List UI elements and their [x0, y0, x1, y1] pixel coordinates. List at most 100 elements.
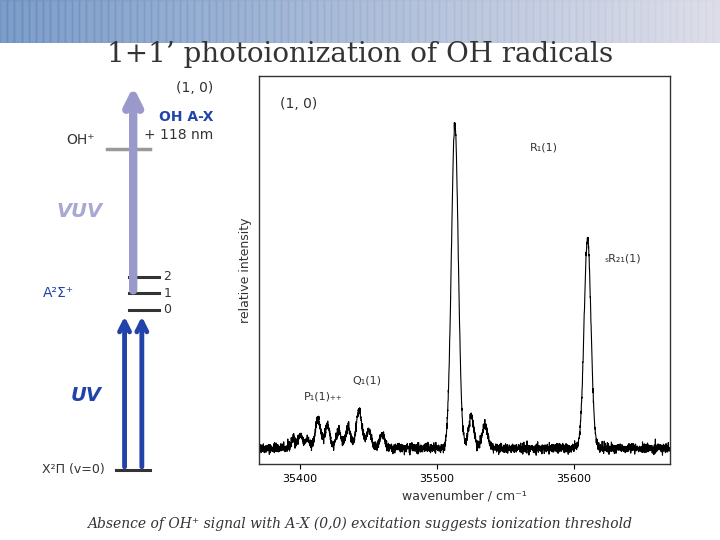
Bar [302, 0, 310, 43]
Bar [511, 0, 518, 43]
Bar [475, 0, 482, 43]
Bar [698, 0, 706, 43]
Text: Q₁(1): Q₁(1) [352, 375, 381, 386]
Text: 1+1’ photoionization of OH radicals: 1+1’ photoionization of OH radicals [107, 40, 613, 68]
Bar [317, 0, 324, 43]
Bar [331, 0, 338, 43]
Bar [540, 0, 547, 43]
Bar [461, 0, 468, 43]
Bar [22, 0, 29, 43]
Bar [108, 0, 115, 43]
Bar [562, 0, 569, 43]
Bar [684, 0, 691, 43]
Bar [360, 0, 367, 43]
Text: OH⁺: OH⁺ [66, 133, 94, 147]
Bar [94, 0, 101, 43]
Bar [295, 0, 302, 43]
Bar [72, 0, 79, 43]
Text: (1, 0): (1, 0) [279, 97, 317, 111]
Bar [338, 0, 346, 43]
Bar [497, 0, 504, 43]
Bar [288, 0, 295, 43]
Bar [310, 0, 317, 43]
Bar [58, 0, 65, 43]
Y-axis label: relative intensity: relative intensity [239, 217, 252, 323]
Bar [14, 0, 22, 43]
Bar [194, 0, 202, 43]
Text: R₁(1): R₁(1) [530, 142, 558, 152]
Bar [230, 0, 238, 43]
Bar [65, 0, 72, 43]
Bar [662, 0, 670, 43]
Text: ₛR₂₁(1): ₛR₂₁(1) [604, 254, 641, 264]
Bar [346, 0, 353, 43]
Bar [396, 0, 403, 43]
Text: + 118 nm: + 118 nm [144, 128, 213, 142]
Bar [209, 0, 216, 43]
Bar [454, 0, 461, 43]
Bar [648, 0, 655, 43]
Bar [151, 0, 158, 43]
Text: 0: 0 [163, 303, 171, 316]
Bar [144, 0, 151, 43]
Bar [655, 0, 662, 43]
Bar [518, 0, 526, 43]
Bar [670, 0, 677, 43]
Bar [425, 0, 432, 43]
Text: VUV: VUV [56, 201, 102, 220]
Bar [274, 0, 281, 43]
Bar [353, 0, 360, 43]
Bar [547, 0, 554, 43]
Bar [634, 0, 641, 43]
Text: A²Σ⁺: A²Σ⁺ [42, 286, 73, 300]
Bar [389, 0, 396, 43]
Bar [583, 0, 590, 43]
Bar [259, 0, 266, 43]
Bar [554, 0, 562, 43]
Bar [50, 0, 58, 43]
Bar [0, 0, 7, 43]
Bar [166, 0, 173, 43]
X-axis label: wavenumber / cm⁻¹: wavenumber / cm⁻¹ [402, 490, 527, 503]
Bar [43, 0, 50, 43]
Bar [468, 0, 475, 43]
Bar [173, 0, 180, 43]
Bar [590, 0, 598, 43]
Bar [266, 0, 274, 43]
Bar [115, 0, 122, 43]
Bar [86, 0, 94, 43]
Text: P₁(1)₊₊: P₁(1)₊₊ [305, 392, 343, 402]
Bar [130, 0, 137, 43]
Bar [223, 0, 230, 43]
Bar [7, 0, 14, 43]
Text: 2: 2 [163, 270, 171, 283]
Bar [482, 0, 490, 43]
Text: 1: 1 [163, 287, 171, 300]
Text: UV: UV [70, 386, 102, 405]
Bar [526, 0, 533, 43]
Bar [29, 0, 36, 43]
Bar [216, 0, 223, 43]
Bar [677, 0, 684, 43]
Bar [410, 0, 418, 43]
Bar [252, 0, 259, 43]
Bar [706, 0, 713, 43]
Text: OH A-X: OH A-X [158, 110, 213, 124]
Bar [382, 0, 389, 43]
Bar [187, 0, 194, 43]
Bar [576, 0, 583, 43]
Bar [238, 0, 245, 43]
Bar [626, 0, 634, 43]
Bar [403, 0, 410, 43]
Bar [605, 0, 612, 43]
Bar [374, 0, 382, 43]
Bar [641, 0, 648, 43]
Bar [446, 0, 454, 43]
Bar [439, 0, 446, 43]
Bar [691, 0, 698, 43]
Bar [490, 0, 497, 43]
Bar [245, 0, 252, 43]
Bar [619, 0, 626, 43]
Bar [137, 0, 144, 43]
Text: Absence of OH⁺ signal with A-X (0,0) excitation suggests ionization threshold: Absence of OH⁺ signal with A-X (0,0) exc… [88, 517, 632, 531]
